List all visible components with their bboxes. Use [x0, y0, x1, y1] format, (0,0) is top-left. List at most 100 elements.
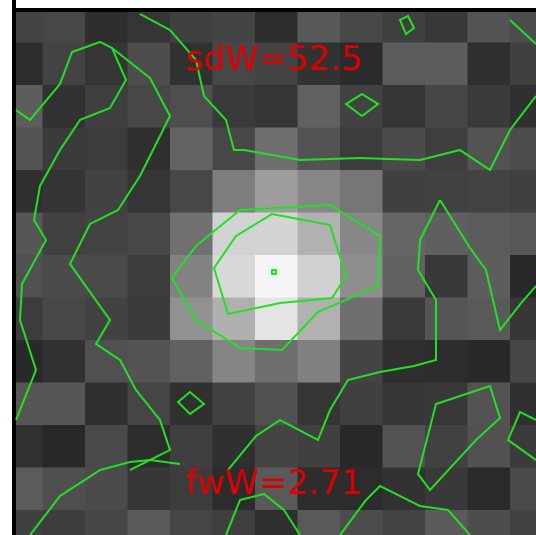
image-pixel — [212, 255, 256, 299]
image-pixel — [382, 340, 426, 384]
image-pixel — [467, 425, 511, 469]
image-pixel — [42, 510, 86, 535]
image-pixel — [425, 297, 469, 341]
image-pixel — [467, 85, 511, 129]
image-pixel — [340, 255, 384, 299]
image-pixel — [382, 212, 426, 256]
image-pixel — [510, 127, 536, 171]
image-pixel — [85, 255, 129, 299]
image-pixel — [297, 85, 341, 129]
image-pixel — [467, 170, 511, 214]
contour-right — [439, 199, 536, 333]
image-pixel — [127, 85, 171, 129]
image-pixel — [170, 467, 214, 511]
image-pixel — [42, 170, 86, 214]
image-pixel — [127, 510, 171, 535]
left-frame-border — [0, 0, 16, 535]
image-pixel — [170, 212, 214, 256]
image-pixel — [510, 425, 536, 469]
image-pixel — [212, 340, 256, 384]
image-pixel — [510, 42, 536, 86]
image-pixel — [425, 127, 469, 171]
image-pixel — [340, 425, 384, 469]
image-pixel — [170, 510, 214, 535]
image-pixel — [297, 127, 341, 171]
image-pixel — [467, 340, 511, 384]
image-pixel — [85, 510, 129, 535]
image-pixel — [510, 340, 536, 384]
image-pixel — [127, 340, 171, 384]
image-pixel — [170, 425, 214, 469]
image-pixel — [127, 170, 171, 214]
image-pixel — [42, 340, 86, 384]
image-pixel — [425, 85, 469, 129]
image-pixel — [510, 510, 536, 535]
contour-upper-right — [509, 19, 536, 45]
image-pixel — [425, 42, 469, 86]
image-pixel — [340, 510, 384, 535]
contour-bottom-mid — [225, 492, 301, 535]
image-pixel — [382, 382, 426, 426]
image-pixel — [382, 127, 426, 171]
image-pixel — [297, 467, 341, 511]
contour-left-outer — [15, 40, 128, 421]
image-pixel — [425, 510, 469, 535]
contour-bottom-right — [416, 384, 502, 492]
contour-upper — [139, 13, 536, 172]
contour-center-dot — [271, 269, 277, 275]
image-pixel — [85, 382, 129, 426]
image-pixel — [340, 127, 384, 171]
image-pixel — [170, 255, 214, 299]
top-frame-border — [0, 0, 536, 12]
image-pixel — [382, 42, 426, 86]
image-pixel — [127, 297, 171, 341]
image-pixel — [382, 297, 426, 341]
image-pixel — [127, 467, 171, 511]
contour-small-diamond-top — [398, 14, 416, 36]
contour-bottom-right-2 — [506, 410, 536, 461]
image-pixel — [382, 425, 426, 469]
image-pixel — [467, 255, 511, 299]
image-pixel — [212, 212, 256, 256]
image-pixel — [297, 255, 341, 299]
image-pixel — [127, 255, 171, 299]
image-pixel — [127, 127, 171, 171]
image-pixel — [42, 382, 86, 426]
image-pixel — [467, 212, 511, 256]
image-pixel — [42, 467, 86, 511]
image-pixel — [42, 425, 86, 469]
image-pixel — [212, 85, 256, 129]
fww-label: fwW=2.71 — [186, 463, 363, 503]
image-pixel — [510, 170, 536, 214]
image-pixel — [467, 42, 511, 86]
image-pixel — [127, 212, 171, 256]
image-pixel — [255, 340, 299, 384]
contour-right-2 — [227, 199, 441, 471]
image-pixel — [340, 297, 384, 341]
image-pixel — [212, 382, 256, 426]
image-pixel — [255, 127, 299, 171]
contour-bottom-mid-2 — [339, 484, 471, 535]
contour-left-inner — [68, 47, 172, 471]
image-pixel — [340, 382, 384, 426]
image-pixel — [127, 382, 171, 426]
image-pixel — [85, 85, 129, 129]
image-pixel — [170, 42, 214, 86]
image-pixel — [255, 42, 299, 86]
image-pixel — [382, 85, 426, 129]
contour-inner — [212, 212, 348, 316]
image-pixel — [255, 255, 299, 299]
image-pixel — [255, 382, 299, 426]
image-pixel — [467, 510, 511, 535]
sdw-label: sdW=52.5 — [186, 39, 364, 79]
image-pixel — [255, 170, 299, 214]
image-pixel — [42, 297, 86, 341]
image-pixel — [467, 382, 511, 426]
image-pixel — [467, 127, 511, 171]
image-pixel — [425, 170, 469, 214]
image-pixel — [467, 297, 511, 341]
image-pixel — [340, 170, 384, 214]
image-pixel — [382, 510, 426, 535]
